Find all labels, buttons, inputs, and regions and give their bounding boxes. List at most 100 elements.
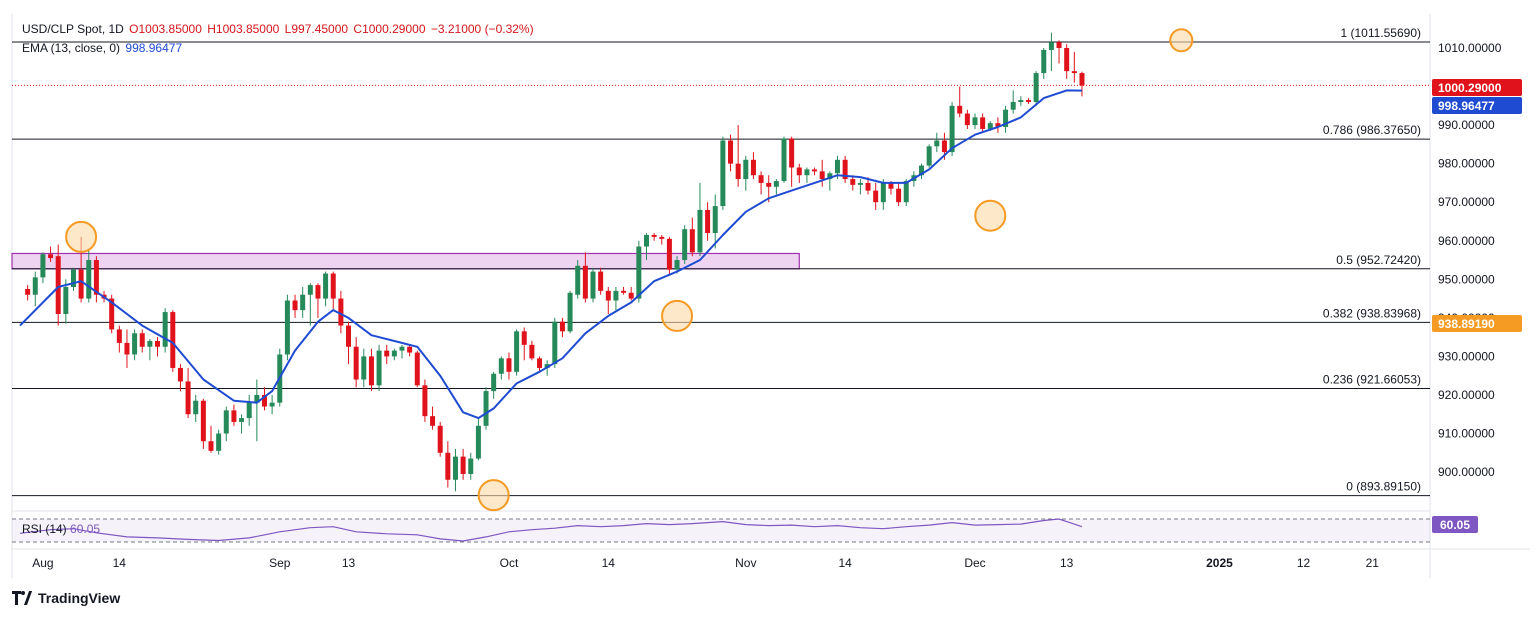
candle-body [957, 105, 963, 114]
candle-body [40, 254, 46, 278]
candle [284, 294, 290, 361]
candle-body [842, 159, 848, 180]
candle-body [590, 271, 596, 299]
time-tick-12: 21 [1366, 556, 1380, 570]
change-value: −3.21000 (−0.32%) [430, 22, 534, 36]
candle [590, 267, 596, 303]
candle [659, 234, 665, 245]
candle-body [537, 358, 543, 368]
candle-body [674, 260, 680, 270]
low-value: L997.45000 [284, 22, 349, 36]
candle [514, 329, 520, 376]
candle [269, 394, 275, 415]
fib-382-badge-bg [1432, 315, 1522, 332]
candle [666, 236, 672, 276]
rsi-label[interactable]: RSI (14) [22, 522, 67, 536]
rsi-legend: RSI (14) 60.05 [22, 522, 100, 536]
candle-body [506, 358, 512, 372]
open-value: O1003.85000 [129, 22, 202, 36]
rsi-value: 60.05 [70, 522, 101, 536]
candle [468, 452, 474, 480]
ema-label[interactable]: EMA (13, close, 0) [22, 41, 121, 55]
time-tick-7: 14 [838, 556, 852, 570]
close-value: C1000.29000 [353, 22, 426, 36]
candle [949, 101, 955, 156]
candle-body [1018, 100, 1024, 102]
candle [48, 246, 54, 262]
ema-value: 998.96477 [125, 41, 183, 55]
candle [155, 337, 161, 357]
candle-body [949, 105, 955, 153]
candle-body [941, 140, 947, 153]
candle-body [368, 356, 374, 386]
candle [1079, 71, 1085, 97]
price-tick-0: 1010.00000 [1438, 41, 1502, 55]
candle-body [643, 234, 649, 247]
candle [55, 244, 61, 326]
candle-body [919, 165, 925, 176]
candle [346, 321, 352, 365]
candle [376, 344, 382, 392]
candle-body [399, 346, 405, 351]
candle-body [888, 182, 894, 189]
candle-body [475, 425, 481, 459]
candle [430, 406, 436, 430]
candle-body [48, 254, 54, 259]
symbol-label[interactable]: USD/CLP Spot, 1D [22, 22, 124, 36]
candle [598, 267, 604, 295]
candle-body [972, 117, 978, 126]
candle [147, 339, 153, 361]
candle-body [491, 373, 497, 392]
time-axis-ticks: Aug 14 Sep 13 Oct 14 Nov 14 Dec 13 2025 12 21 [32, 556, 1379, 570]
candle [93, 256, 99, 303]
fib-label-1: 0.786 (986.37650) [1323, 123, 1421, 137]
candle-body [659, 236, 665, 239]
candle-body [980, 117, 986, 129]
candle-body [582, 265, 588, 299]
candle [712, 194, 718, 249]
fib-label-3: 0.382 (938.83968) [1323, 306, 1421, 320]
candle-body [552, 321, 558, 365]
resistance-zone [11, 252, 800, 270]
candle [957, 86, 963, 118]
candle [162, 308, 168, 353]
candle [857, 179, 863, 195]
candle-body [452, 456, 458, 480]
candle-body [430, 416, 436, 426]
candle [506, 352, 512, 380]
candle-body [414, 352, 420, 386]
candle-body [223, 410, 229, 434]
candle [445, 441, 451, 488]
candle-body [567, 292, 573, 332]
candle [628, 287, 634, 301]
candle [132, 329, 138, 361]
candle-body [712, 206, 718, 234]
candle-body [254, 394, 260, 403]
candle-body [804, 169, 810, 176]
candle-body [697, 209, 703, 253]
candle-body [70, 269, 76, 288]
candle [689, 217, 695, 257]
swing-marker-4 [1169, 28, 1194, 53]
candle-body [758, 175, 764, 183]
candle [827, 171, 833, 191]
resistance-zone-box [11, 252, 800, 270]
candle [537, 356, 543, 372]
candle-body [781, 138, 787, 181]
fib-label-5: 0 (893.89150) [1346, 480, 1421, 494]
candle [414, 350, 420, 388]
candle [720, 136, 726, 210]
fib-label-4: 0.236 (921.66053) [1323, 373, 1421, 387]
candle-body [605, 290, 611, 301]
candle-body [812, 169, 818, 172]
candle-body [1071, 71, 1077, 74]
rsi-badge: 60.05 [1440, 518, 1470, 532]
time-tick-1: 14 [113, 556, 127, 570]
candle-body [636, 246, 642, 299]
candle-body [559, 321, 565, 332]
candle [216, 429, 222, 455]
tradingview-logo[interactable]: TradingView [12, 590, 120, 606]
price-tick-4: 970.00000 [1438, 195, 1495, 209]
candle-body [315, 285, 321, 299]
